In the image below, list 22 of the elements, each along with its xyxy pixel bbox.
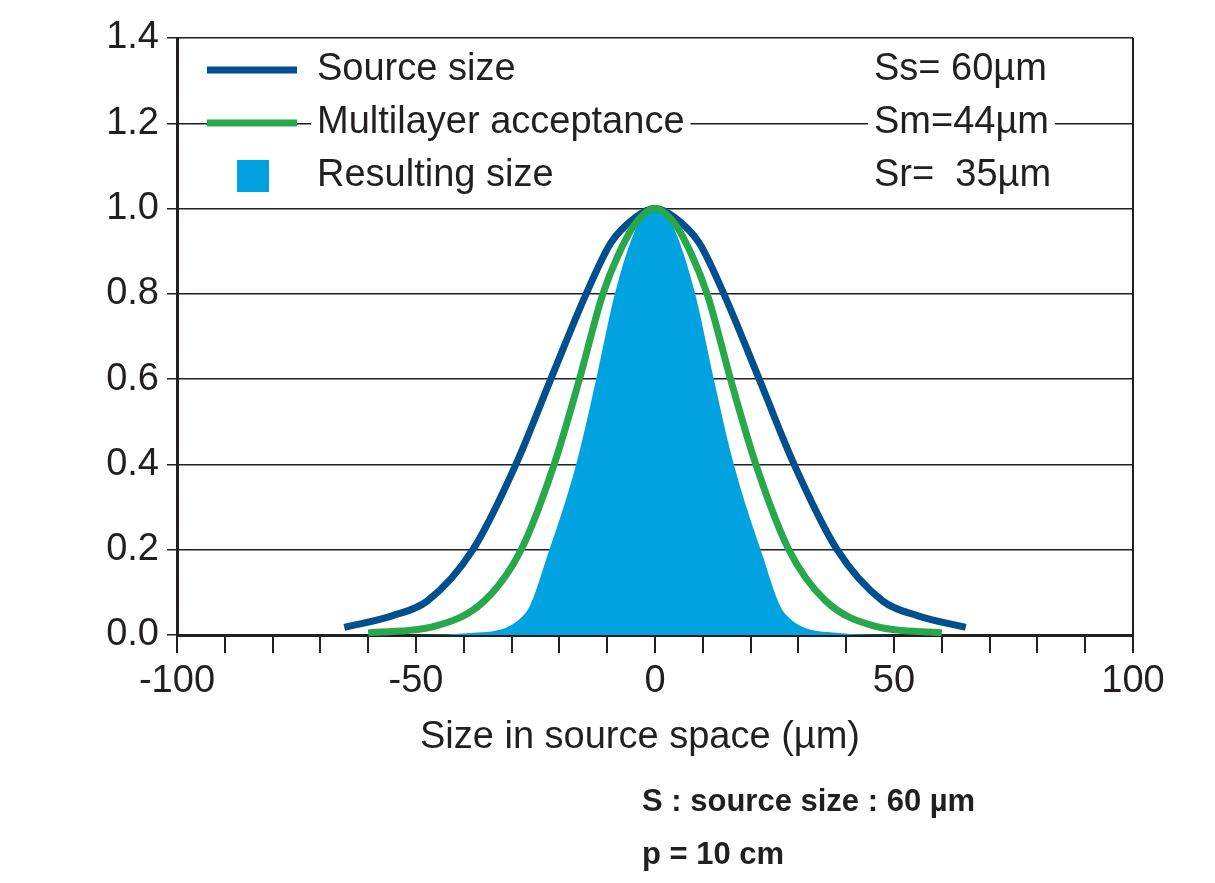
x-tick-label: -50 bbox=[388, 658, 444, 701]
x-tick-label: 50 bbox=[872, 658, 916, 701]
legend-label: Resulting size bbox=[317, 152, 554, 195]
annotation: Sr= 35µm bbox=[874, 152, 1052, 195]
x-tick-label: 0 bbox=[644, 658, 666, 701]
x-tick-label: -100 bbox=[138, 658, 216, 701]
x-tick-label: 100 bbox=[1101, 658, 1165, 701]
y-tick-label: 1.0 bbox=[106, 185, 159, 228]
legend-label: Source size bbox=[317, 46, 516, 89]
legend-label: Multilayer acceptance bbox=[317, 99, 685, 142]
y-tick-label: 0.0 bbox=[106, 611, 159, 654]
y-tick-label: 0.8 bbox=[106, 270, 159, 313]
y-tick-label: 1.2 bbox=[106, 99, 159, 142]
text: S : source size : 60 µm bbox=[642, 782, 976, 818]
text: p = 10 cm bbox=[642, 835, 785, 871]
annotation: Ss= 60µm bbox=[874, 46, 1047, 89]
y-tick-label: 0.4 bbox=[106, 440, 159, 483]
y-tick-label: 1.4 bbox=[106, 14, 159, 57]
x-axis-title: Size in source space (µm) bbox=[419, 714, 861, 757]
y-tick-label: 0.6 bbox=[106, 355, 159, 398]
y-tick-label: 0.2 bbox=[106, 526, 159, 569]
annotation: Sm=44µm bbox=[874, 99, 1050, 142]
